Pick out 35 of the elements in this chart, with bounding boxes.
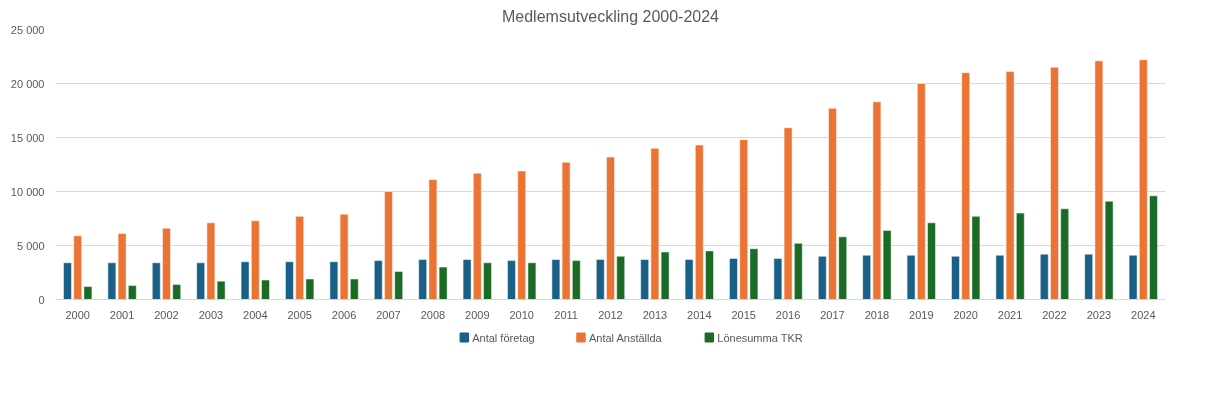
x-tick-label: 2015 xyxy=(731,308,756,321)
x-tick-label: 2024 xyxy=(1131,308,1156,321)
x-tick-label: 2008 xyxy=(420,308,446,321)
y-tick-label: 15 000 xyxy=(10,131,45,144)
legend-label: Lönesumma TKR xyxy=(717,331,803,344)
x-tick-label: 2023 xyxy=(1086,308,1112,321)
legend-label: Antal Anställda xyxy=(588,331,663,344)
x-tick-label: 2021 xyxy=(997,308,1023,321)
x-tick-label: 2009 xyxy=(465,308,490,321)
x-tick-label: 2019 xyxy=(909,308,934,321)
y-tick-label: 20 000 xyxy=(10,77,45,90)
x-tick-label: 2016 xyxy=(775,308,801,321)
x-tick-label: 2013 xyxy=(642,308,668,321)
x-tick-label: 2003 xyxy=(198,308,224,321)
x-tick-label: 2004 xyxy=(243,308,268,321)
x-tick-label: 2005 xyxy=(287,308,312,321)
y-tick-label: 25 000 xyxy=(10,23,45,36)
x-tick-label: 2017 xyxy=(820,308,845,321)
x-tick-label: 2012 xyxy=(598,308,623,321)
y-tick-label: 10 000 xyxy=(10,185,45,198)
x-tick-label: 2018 xyxy=(864,308,890,321)
x-tick-label: 2006 xyxy=(331,308,357,321)
x-tick-label: 2000 xyxy=(65,308,90,321)
x-tick-label: 2001 xyxy=(109,308,135,321)
chart-title: Medlemsutveckling 2000-2024 xyxy=(501,7,720,25)
x-tick-label: 2011 xyxy=(554,308,578,321)
x-tick-label: 2007 xyxy=(376,308,401,321)
legend-label: Antal företag xyxy=(472,331,535,344)
x-tick-label: 2002 xyxy=(154,308,179,321)
y-tick-label: 0 xyxy=(38,293,45,306)
x-tick-label: 2020 xyxy=(953,308,978,321)
x-tick-label: 2010 xyxy=(509,308,534,321)
x-tick-label: 2014 xyxy=(687,308,712,321)
x-tick-label: 2022 xyxy=(1042,308,1067,321)
y-tick-label: 5 000 xyxy=(16,239,45,252)
